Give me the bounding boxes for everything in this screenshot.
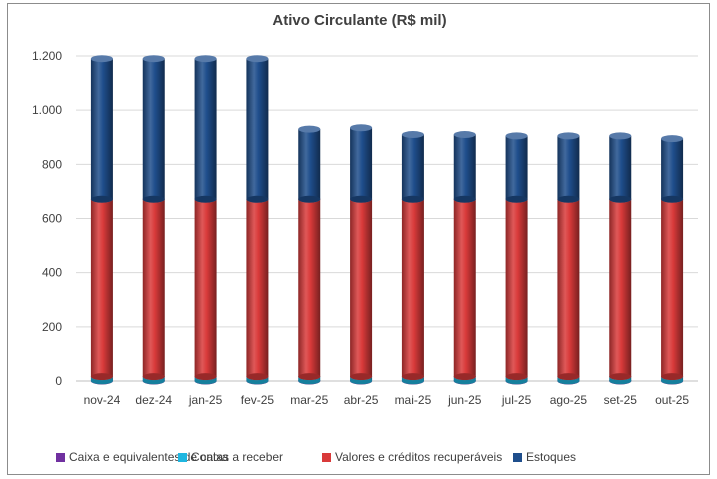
bar-estoques xyxy=(142,58,165,200)
legend-label: Estoques xyxy=(526,450,577,464)
x-tick-label: mai-25 xyxy=(395,393,432,407)
bar-valores-e-cr-ditos-recuper-veis xyxy=(609,199,632,377)
y-tick-label: 800 xyxy=(42,157,62,171)
y-tick-label: 400 xyxy=(42,266,62,280)
x-tick-label: out-25 xyxy=(655,393,689,407)
bar-segment-base xyxy=(298,373,321,381)
x-tick-label: mar-25 xyxy=(290,393,328,407)
bar-valores-e-cr-ditos-recuper-veis xyxy=(505,199,528,377)
legend-item: Contas a receber xyxy=(178,450,283,464)
chart-frame: Ativo Circulante (R$ mil) 0 200 400 600 800 1… xyxy=(7,3,710,475)
bar-segment-base xyxy=(142,373,165,381)
bar-segment-cap xyxy=(609,132,632,140)
legend-label: Valores e créditos recuperáveis xyxy=(335,450,503,464)
bar-segment-base xyxy=(350,195,373,203)
bar-segment-base xyxy=(350,373,373,381)
bar-segment-cap xyxy=(194,55,217,63)
chart-legend: Caixa e equivalentes de caixa Contas a re… xyxy=(8,450,711,468)
bar-valores-e-cr-ditos-recuper-veis xyxy=(90,199,113,377)
bar-valores-e-cr-ditos-recuper-veis xyxy=(350,199,373,377)
bar-segment-base xyxy=(453,373,476,381)
bar-segment-base xyxy=(661,373,684,381)
bar-estoques xyxy=(557,135,580,200)
bar-estoques xyxy=(350,127,373,200)
y-tick-label: 200 xyxy=(42,320,62,334)
y-tick-label: 1.200 xyxy=(32,49,62,63)
bar-segment-base xyxy=(609,195,632,203)
x-tick-label: fev-25 xyxy=(241,393,275,407)
x-tick-label: jun-25 xyxy=(447,393,482,407)
bar-valores-e-cr-ditos-recuper-veis xyxy=(453,199,476,377)
chart-title: Ativo Circulante (R$ mil) xyxy=(272,12,447,29)
bar-segment-base xyxy=(194,373,217,381)
bar-segment-cap xyxy=(661,135,684,143)
x-tick-label: ago-25 xyxy=(550,393,588,407)
bar-valores-e-cr-ditos-recuper-veis xyxy=(661,199,684,377)
legend-item: Estoques xyxy=(513,450,576,464)
bar-estoques xyxy=(453,134,476,200)
y-tick-label: 600 xyxy=(42,212,62,226)
bar-segment-base xyxy=(661,195,684,203)
legend-swatch xyxy=(513,452,522,462)
x-tick-label: abr-25 xyxy=(344,393,379,407)
x-tick-label: set-25 xyxy=(604,393,638,407)
bar-segment-base xyxy=(609,373,632,381)
x-tick-label: nov-24 xyxy=(84,393,121,407)
bar-segment-base xyxy=(505,195,528,203)
y-tick-label: 1.000 xyxy=(32,103,62,117)
legend-item: Valores e créditos recuperáveis xyxy=(322,450,502,464)
legend-swatch xyxy=(56,452,65,462)
bar-estoques xyxy=(661,138,684,200)
bar-segment-base xyxy=(298,195,321,203)
bar-estoques xyxy=(505,135,528,200)
legend-item: Caixa e equivalentes de caixa xyxy=(56,450,228,464)
bar-valores-e-cr-ditos-recuper-veis xyxy=(401,199,424,377)
bar-segment-cap xyxy=(298,125,321,133)
bar-segment-base xyxy=(90,373,113,381)
legend-swatch xyxy=(178,452,187,462)
bar-estoques xyxy=(401,134,424,200)
bar-segment-cap xyxy=(90,55,113,63)
bar-segment-cap xyxy=(505,132,528,140)
bar-segment-base xyxy=(505,373,528,381)
bar-segment-base xyxy=(90,195,113,203)
bar-segment-base xyxy=(401,195,424,203)
bar-segment-cap xyxy=(350,124,373,132)
bar-segment-cap xyxy=(557,132,580,140)
x-tick-label: jan-25 xyxy=(188,393,223,407)
bar-segment-base xyxy=(557,195,580,203)
chart-plot: 0 200 400 600 800 1.000 1.200 nov-24 dez-24 jan-2… xyxy=(32,49,698,407)
bar-valores-e-cr-ditos-recuper-veis xyxy=(194,199,217,377)
bar-valores-e-cr-ditos-recuper-veis xyxy=(142,199,165,377)
bar-valores-e-cr-ditos-recuper-veis xyxy=(557,199,580,377)
bar-estoques xyxy=(298,129,321,200)
legend-label: Contas a receber xyxy=(191,450,284,464)
bar-segment-base xyxy=(246,373,269,381)
bar-segment-base xyxy=(194,195,217,203)
bar-segment-cap xyxy=(453,131,476,139)
legend-swatch xyxy=(322,452,331,462)
bar-segment-base xyxy=(557,373,580,381)
legend-label: Caixa e equivalentes de caixa xyxy=(69,450,229,464)
bar-valores-e-cr-ditos-recuper-veis xyxy=(298,199,321,377)
x-tick-label: dez-24 xyxy=(135,393,172,407)
bar-segment-cap xyxy=(142,55,165,63)
bar-segment-base xyxy=(246,195,269,203)
y-tick-label: 0 xyxy=(55,374,62,388)
bar-segment-base xyxy=(142,195,165,203)
bar-segment-base xyxy=(453,195,476,203)
bar-segment-cap xyxy=(246,55,269,63)
bar-segment-base xyxy=(401,373,424,381)
bar-estoques xyxy=(90,58,113,200)
bar-estoques xyxy=(609,135,632,200)
bar-estoques xyxy=(246,58,269,200)
bar-estoques xyxy=(194,58,217,200)
bar-segment-cap xyxy=(401,131,424,139)
bar-valores-e-cr-ditos-recuper-veis xyxy=(246,199,269,377)
x-tick-label: jul-25 xyxy=(501,393,532,407)
